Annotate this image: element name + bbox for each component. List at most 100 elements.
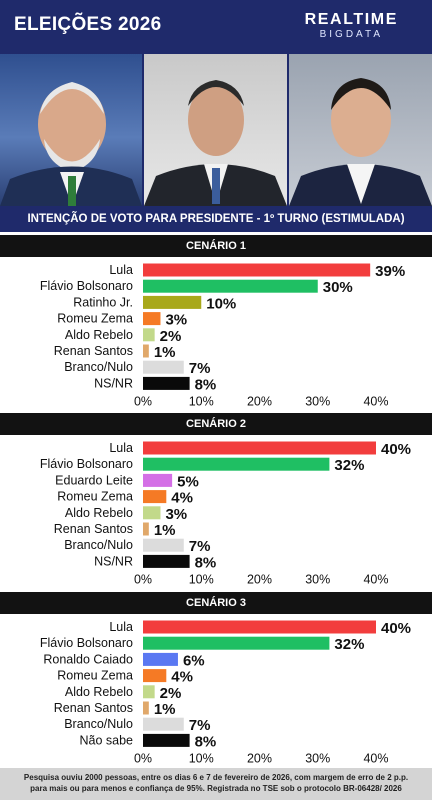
scenario-1-chart: Lula 39% Flávio Bolsonaro 30% Ratinho Jr. 10%… bbox=[40, 263, 405, 408]
footer-line-2: para mais ou para menos e confiança de 9… bbox=[30, 783, 402, 793]
x-tick-label: 10% bbox=[189, 751, 214, 765]
value-label: 4% bbox=[171, 669, 193, 686]
category-label: Romeu Zema bbox=[57, 669, 133, 683]
bar bbox=[143, 279, 318, 293]
bar bbox=[143, 620, 376, 634]
bar bbox=[143, 295, 202, 309]
category-label: Lula bbox=[109, 263, 133, 277]
category-label: Branco/Nulo bbox=[64, 360, 133, 374]
scenario-1-title: CENÁRIO 1 bbox=[0, 235, 432, 257]
x-tick-label: 10% bbox=[189, 394, 214, 408]
value-label: 1% bbox=[154, 344, 176, 361]
photo-flavio-bolsonaro bbox=[144, 54, 287, 206]
category-label: Romeu Zema bbox=[57, 312, 133, 326]
category-label: Branco/Nulo bbox=[64, 717, 133, 731]
bar bbox=[143, 701, 149, 715]
x-tick-label: 30% bbox=[305, 394, 330, 408]
value-label: 30% bbox=[323, 279, 353, 296]
value-label: 40% bbox=[381, 620, 411, 637]
brand-logo-top: REALTIME bbox=[304, 11, 398, 28]
category-label: Lula bbox=[109, 620, 133, 634]
bar bbox=[143, 312, 161, 326]
x-tick-label: 30% bbox=[305, 751, 330, 765]
bar bbox=[143, 376, 190, 390]
value-label: 40% bbox=[381, 441, 411, 458]
bar bbox=[143, 328, 155, 342]
value-label: 8% bbox=[195, 376, 217, 393]
bar bbox=[143, 360, 184, 374]
value-label: 32% bbox=[334, 636, 364, 653]
value-label: 7% bbox=[189, 717, 211, 734]
scenario-3-title: CENÁRIO 3 bbox=[0, 592, 432, 614]
value-label: 39% bbox=[375, 263, 405, 280]
footer-line-1: Pesquisa ouviu 2000 pessoas, entre os di… bbox=[23, 773, 409, 782]
value-label: 2% bbox=[160, 328, 182, 345]
category-label: Lula bbox=[109, 441, 133, 455]
bar bbox=[143, 636, 330, 650]
category-label: Aldo Rebelo bbox=[65, 506, 133, 520]
category-label: Renan Santos bbox=[54, 344, 133, 358]
x-tick-label: 40% bbox=[363, 572, 388, 586]
footer-note: Pesquisa ouviu 2000 pessoas, entre os di… bbox=[0, 768, 432, 800]
x-tick-label: 20% bbox=[247, 572, 272, 586]
value-label: 3% bbox=[165, 312, 187, 329]
value-label: 3% bbox=[165, 506, 187, 523]
value-label: 8% bbox=[195, 554, 217, 571]
bar bbox=[143, 554, 190, 568]
x-tick-label: 20% bbox=[247, 751, 272, 765]
value-label: 7% bbox=[189, 538, 211, 555]
category-label: Não sabe bbox=[79, 733, 133, 747]
category-label: Ratinho Jr. bbox=[73, 295, 133, 309]
bar bbox=[143, 490, 167, 504]
bar bbox=[143, 522, 149, 536]
photo-lula bbox=[0, 54, 142, 206]
scenario-2-chart: Lula 40% Flávio Bolsonaro 32% Eduardo Leite 5… bbox=[40, 441, 411, 586]
value-label: 4% bbox=[171, 490, 193, 507]
category-label: Eduardo Leite bbox=[55, 473, 133, 487]
brand-logo: REALTIME BIGDATA bbox=[305, 12, 398, 41]
value-label: 32% bbox=[334, 457, 364, 474]
scenario-3-chart: Lula 40% Flávio Bolsonaro 32% Ronaldo Caiado… bbox=[40, 620, 411, 765]
bar bbox=[143, 263, 371, 277]
value-label: 10% bbox=[206, 295, 236, 312]
x-tick-label: 0% bbox=[134, 572, 152, 586]
photo-ratinho-jr bbox=[289, 54, 432, 206]
x-tick-label: 40% bbox=[363, 394, 388, 408]
category-label: Aldo Rebelo bbox=[65, 685, 133, 699]
category-label: Flávio Bolsonaro bbox=[40, 279, 133, 293]
bar bbox=[143, 685, 155, 699]
bar bbox=[143, 441, 376, 455]
bar bbox=[143, 733, 190, 747]
x-tick-label: 0% bbox=[134, 394, 152, 408]
bar bbox=[143, 457, 330, 471]
value-label: 1% bbox=[154, 522, 176, 539]
page-title: ELEIÇÕES 2026 bbox=[14, 14, 162, 35]
category-label: Aldo Rebelo bbox=[65, 328, 133, 342]
category-label: Ronaldo Caiado bbox=[43, 652, 133, 666]
value-label: 5% bbox=[177, 473, 199, 490]
x-tick-label: 30% bbox=[305, 572, 330, 586]
bar bbox=[143, 344, 149, 358]
category-label: Romeu Zema bbox=[57, 490, 133, 504]
category-label: Flávio Bolsonaro bbox=[40, 457, 133, 471]
chart-subtitle: INTENÇÃO DE VOTO PARA PRESIDENTE - 1º TU… bbox=[0, 206, 432, 232]
category-label: Flávio Bolsonaro bbox=[40, 636, 133, 650]
x-tick-label: 20% bbox=[247, 394, 272, 408]
category-label: Renan Santos bbox=[54, 701, 133, 715]
category-label: Branco/Nulo bbox=[64, 538, 133, 552]
bar bbox=[143, 473, 173, 487]
bar bbox=[143, 652, 178, 666]
bar bbox=[143, 669, 167, 683]
value-label: 6% bbox=[183, 652, 205, 669]
value-label: 8% bbox=[195, 733, 217, 750]
bar bbox=[143, 506, 161, 520]
value-label: 7% bbox=[189, 360, 211, 377]
category-label: Renan Santos bbox=[54, 522, 133, 536]
value-label: 2% bbox=[160, 685, 182, 702]
candidate-photos bbox=[0, 54, 432, 206]
x-tick-label: 10% bbox=[189, 572, 214, 586]
value-label: 1% bbox=[154, 701, 176, 718]
scenario-2-title: CENÁRIO 2 bbox=[0, 413, 432, 435]
bar bbox=[143, 538, 184, 552]
category-label: NS/NR bbox=[94, 376, 133, 390]
